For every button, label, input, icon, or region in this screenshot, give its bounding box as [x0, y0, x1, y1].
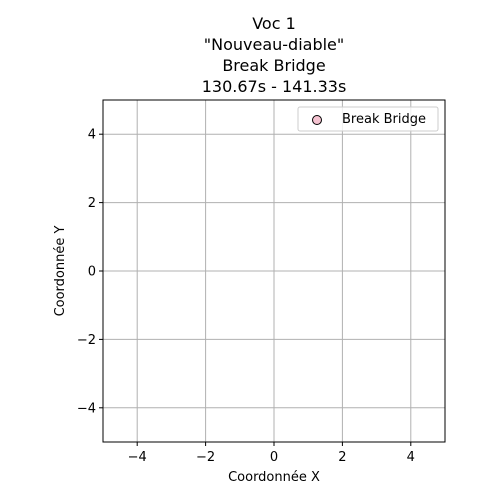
x-tick-label: 0	[270, 450, 278, 465]
y-tick-label: −4	[77, 401, 96, 416]
x-tick-label: −4	[128, 450, 147, 465]
chart-title: Voc 1 "Nouveau-diable" Break Bridge 130.67s…	[202, 14, 347, 96]
legend: Break Bridge	[297, 106, 439, 132]
title-line-1: Voc 1	[252, 14, 296, 33]
x-tick-label: −2	[196, 450, 215, 465]
x-tick-label: 4	[407, 450, 415, 465]
title-line-4: 130.67s - 141.33s	[202, 77, 347, 96]
x-tick-label: 2	[338, 450, 346, 465]
y-tick-label: 2	[88, 196, 96, 211]
y-tick-label: −2	[77, 333, 96, 348]
title-line-3: Break Bridge	[222, 56, 325, 75]
legend-box	[297, 106, 439, 132]
y-tick-label: 4	[88, 128, 96, 143]
y-tick-label: 0	[88, 265, 96, 280]
legend-entry-label: Break Bridge	[342, 112, 426, 127]
legend-marker	[312, 115, 322, 125]
title-line-2: "Nouveau-diable"	[204, 35, 345, 54]
y-axis-label: Coordonnée Y	[53, 226, 68, 317]
grid	[103, 100, 445, 442]
x-axis: −4 −2 0 2 4	[128, 442, 415, 465]
y-axis: −4 −2 0 2 4	[77, 128, 103, 416]
x-axis-label: Coordonnée X	[228, 470, 320, 485]
